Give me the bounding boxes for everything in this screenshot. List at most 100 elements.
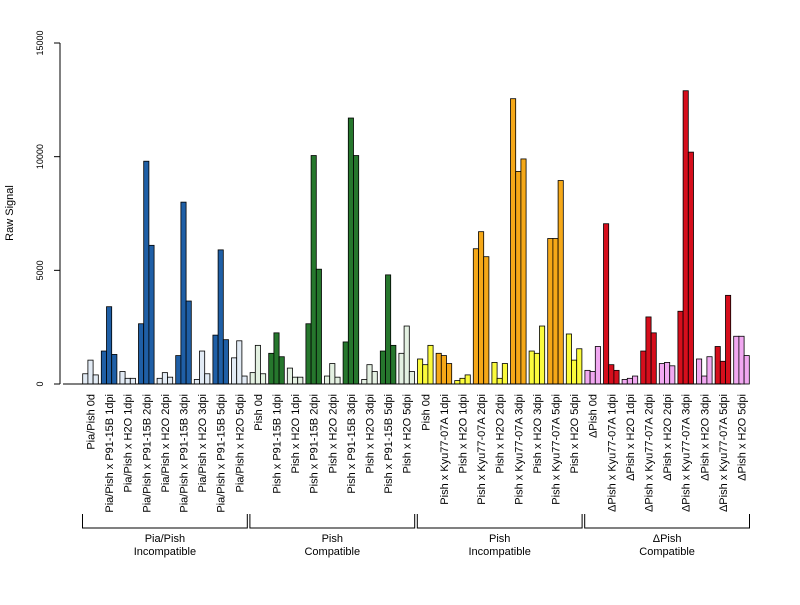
x-tick-label: Pia/Pish x P91-15B 5dpi [216,394,228,513]
bar [161,372,168,385]
bar [193,379,200,385]
bar [714,346,721,385]
bar [222,339,229,385]
bar [268,352,275,385]
bar [292,376,299,385]
x-tick-label: Pish 0d [253,394,265,431]
bar [408,371,415,385]
bar [111,354,118,385]
bar [167,376,174,385]
x-tick-label: Pish x Kyu77-07A 5dpi [551,394,563,505]
x-tick-label: Pia/Pish x H2O 2dpi [160,394,172,492]
x-tick-label: Pia/Pish x P91-15B 1dpi [104,394,116,513]
bar [565,333,572,385]
y-tick-label: 5000 [35,260,45,280]
bar [645,316,652,385]
x-tick-label: ΔPish x Kyu77-07A 2dpi [644,394,656,512]
bar [626,377,633,385]
bar [701,375,708,385]
bar [719,360,726,385]
x-tick-label: Pia/Pish x H2O 1dpi [123,394,135,492]
bar [148,244,155,385]
bar [254,344,261,385]
bar [273,332,280,385]
bar [539,325,546,385]
bar [260,373,267,385]
group-label-line2: Incompatible [134,546,196,558]
bar [143,160,150,385]
bar [491,362,498,385]
bar [640,350,647,385]
y-tick-label: 0 [35,381,45,386]
x-tick-label: ΔPish x H2O 2dpi [662,394,674,481]
bar [677,310,684,385]
bar [472,248,479,385]
bar [212,334,219,385]
x-tick-label: ΔPish 0d [588,394,600,438]
x-tick-label: Pish x H2O 1dpi [290,394,302,473]
bar [515,171,522,385]
bar [129,377,136,385]
x-tick-label: Pish x P91-15B 2dpi [309,394,321,494]
bar [650,332,657,385]
x-tick-label: Pia/Pish 0d [86,394,98,450]
x-tick-label: ΔPish x Kyu77-07A 3dpi [681,394,693,512]
x-tick-label: Pia/Pish x P91-15B 3dpi [179,394,191,513]
bar [496,377,503,385]
bar [180,201,187,385]
bar [366,364,373,385]
bar [92,374,99,385]
bar [236,340,243,385]
bar [547,238,554,385]
bar [361,379,368,385]
bar [552,238,559,385]
x-tick-label: Pish x H2O 5dpi [569,394,581,473]
bar [100,350,107,385]
group-bracket [249,514,416,529]
bar [687,151,694,385]
x-tick-label: Pish x H2O 3dpi [532,394,544,473]
bar [334,376,341,385]
bar [478,231,485,385]
bar [589,371,596,385]
bars [82,90,750,385]
bar [249,372,256,385]
bar [464,374,471,385]
x-tick-label: Pish x H2O 5dpi [402,394,414,473]
bar [743,355,750,385]
x-tick-label: Pish x P91-15B 1dpi [272,394,284,494]
x-tick-label: Pish x H2O 3dpi [365,394,377,473]
x-tick-label: Pish x H2O 1dpi [458,394,470,473]
bar [613,369,620,385]
bar [733,335,740,385]
bar [435,352,442,385]
bar [706,356,713,385]
group-label-line2: Compatible [304,546,360,558]
bar [608,364,615,385]
bar [632,375,639,385]
bar [286,367,293,385]
x-tick-label: ΔPish x Kyu77-07A 5dpi [718,394,730,512]
bar [422,364,429,385]
group-label-line1: Pia/Pish [145,533,185,545]
bar [403,325,410,385]
bar [571,359,578,385]
bar [315,268,322,385]
bar [324,375,331,385]
bar [353,155,360,385]
x-tick-label: Pish x Kyu77-07A 2dpi [476,394,488,505]
bar [385,274,392,385]
bar [417,358,424,385]
x-tick-label: ΔPish x H2O 3dpi [699,394,711,481]
bar [138,323,145,385]
x-tick-label: Pish x H2O 2dpi [327,394,339,473]
bar [305,323,312,385]
group-bracket [584,514,750,529]
x-tick-label: Pia/Pish x H2O 3dpi [197,394,209,492]
y-axis: 0 5000 10000 15000 [35,30,61,387]
bar [231,357,238,385]
group-brackets: Pia/PishIncompatiblePishCompatiblePishIn… [82,514,750,558]
bar [379,350,386,385]
group-bracket [82,514,248,529]
bar [658,363,665,385]
